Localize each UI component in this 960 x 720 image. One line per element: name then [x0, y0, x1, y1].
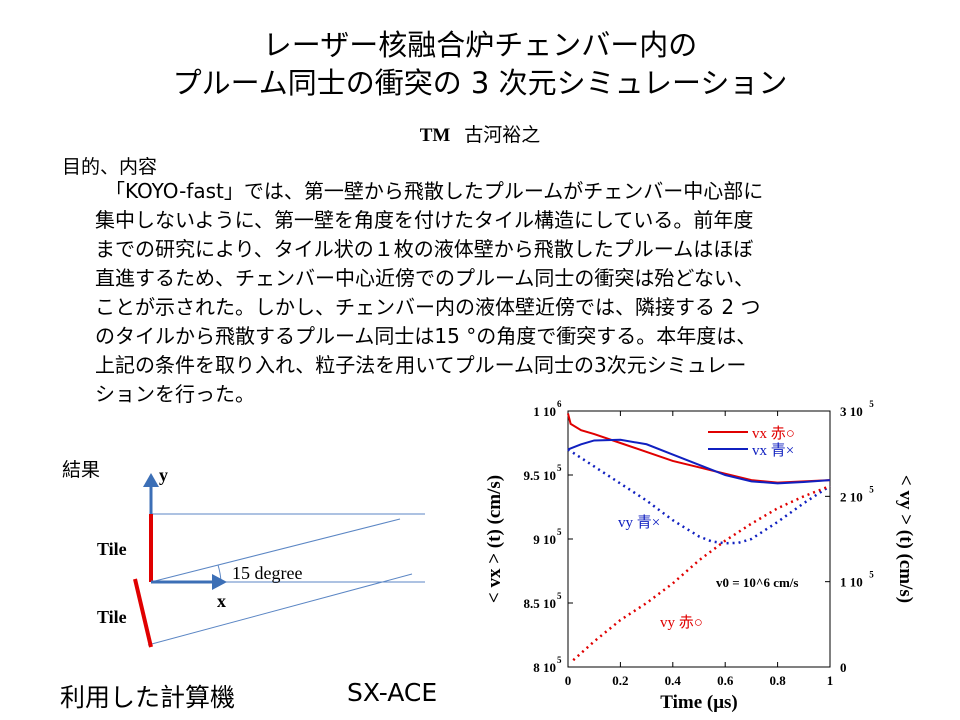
series-1-line	[567, 438, 831, 485]
y-axis-label: y	[159, 465, 168, 485]
y-left-tick-exponent: 5	[557, 591, 562, 601]
x-axis-title: Time (μs)	[660, 692, 737, 713]
body-line: ことが示された。しかし、チェンバー内の液体壁近傍では、隣接する 2 つ	[95, 295, 761, 319]
chart-annotation: v0 = 10^6 cm/s	[716, 575, 798, 590]
y-right-tick-label: 2 10	[840, 489, 863, 504]
y-left-tick-exponent: 6	[557, 399, 562, 409]
y-left-axis-title: < vx > (t) (cm/s)	[484, 475, 505, 603]
x-tick-label: 1	[827, 673, 834, 688]
legend-label-vx-red: vx 赤○	[752, 425, 795, 442]
tile-bottom-label: Tile	[97, 607, 127, 627]
y-left-tick-label: 9 10	[533, 532, 556, 547]
y-left-tick-label: 9.5 10	[524, 468, 557, 483]
series-2-dotted-line	[567, 448, 831, 545]
inline-label-vy-red: vy 赤○	[660, 614, 703, 631]
body-line: 上記の条件を取り入れ、粒子法を用いてプルーム同士の3次元シミュレー	[95, 353, 747, 377]
chart-series	[567, 413, 831, 662]
tile-diagram: y x Tile Tile 15 degree	[97, 465, 425, 648]
body-line: 「KOYO-fast」では、第一壁から飛散したプルームがチェンバー中心部に	[95, 179, 764, 203]
y-right-axis-title: < vy > (t) (cm/s)	[895, 475, 916, 603]
author-line: TM 古河裕之	[0, 120, 960, 147]
series-3-dotted-line	[572, 484, 831, 662]
angled-plume-line-lower	[147, 573, 413, 646]
body-line: 直進するため、チェンバー中心近傍でのプルーム同士の衝突は殆どない、	[95, 266, 754, 290]
body-line: までの研究により、タイル状の１枚の液体壁から飛散したプルームはほぼ	[95, 237, 754, 261]
body-line: ションを行った。	[95, 382, 255, 406]
x-tick-label: 0.6	[717, 673, 734, 688]
x-arrow-head	[212, 574, 227, 590]
y-arrow-head	[143, 473, 159, 487]
x-tick-label: 0.2	[612, 673, 628, 688]
body-paragraph: 「KOYO-fast」では、第一壁から飛散したプルームがチェンバー中心部に 集中…	[95, 177, 900, 409]
page-title-line1: レーザー核融合炉チェンバー内の	[262, 28, 698, 62]
y-left-tick-label: 8 10	[533, 660, 556, 675]
page-title-line2: プルーム同士の衝突の 3 次元シミュレーション	[172, 66, 788, 100]
y-right-tick-exponent: 5	[869, 484, 874, 494]
y-right-tick-label: 3 10	[840, 404, 863, 419]
inline-label-vy-blue: vy 青×	[618, 514, 660, 531]
author-affiliation: TM	[419, 125, 451, 146]
y-right-tick-exponent: 5	[869, 570, 874, 580]
x-tick-label: 0	[565, 673, 572, 688]
footer-label: 利用した計算機	[60, 683, 236, 712]
velocity-chart: 0 0.2 0.4 0.6 0.8 18 10 58.5 10 59 10 59.5 10 51 …	[484, 399, 916, 713]
tile-top-label: Tile	[97, 539, 127, 559]
y-left-tick-label: 1 10	[533, 404, 556, 419]
y-right-tick-label: 1 10	[840, 575, 863, 590]
y-left-tick-exponent: 5	[557, 463, 562, 473]
section-results-heading: 結果	[62, 459, 101, 481]
y-left-tick-label: 8.5 10	[524, 596, 557, 611]
y-left-tick-exponent: 5	[557, 527, 562, 537]
y-right-tick-label: 0	[840, 660, 847, 675]
legend-label-vx-blue: vx 青×	[752, 442, 794, 459]
body-line: 集中しないように、第一壁を角度を付けたタイル構造にしている。前年度	[95, 208, 754, 232]
x-tick-label: 0.8	[769, 673, 786, 688]
y-right-tick-exponent: 5	[869, 399, 874, 409]
angle-label: 15 degree	[232, 563, 302, 583]
x-axis-label: x	[217, 591, 226, 611]
angled-plume-line-upper	[150, 518, 401, 583]
footer-machine: SX-ACE	[347, 678, 438, 707]
axis-ticks: 0 0.2 0.4 0.6 0.8 18 10 58.5 10 59 10 59.5 10 51 …	[524, 399, 875, 688]
author-name: 古河裕之	[464, 124, 541, 146]
tile-bottom	[133, 578, 153, 648]
body-line: のタイルから飛散するプルーム同士は15 °の角度で衝突する。本年度は、	[95, 324, 757, 348]
section-purpose-heading: 目的、内容	[62, 156, 158, 178]
chart-legend: vx 赤○ vx 青×	[708, 425, 795, 459]
x-tick-label: 0.4	[665, 673, 682, 688]
y-left-tick-exponent: 5	[557, 655, 562, 665]
